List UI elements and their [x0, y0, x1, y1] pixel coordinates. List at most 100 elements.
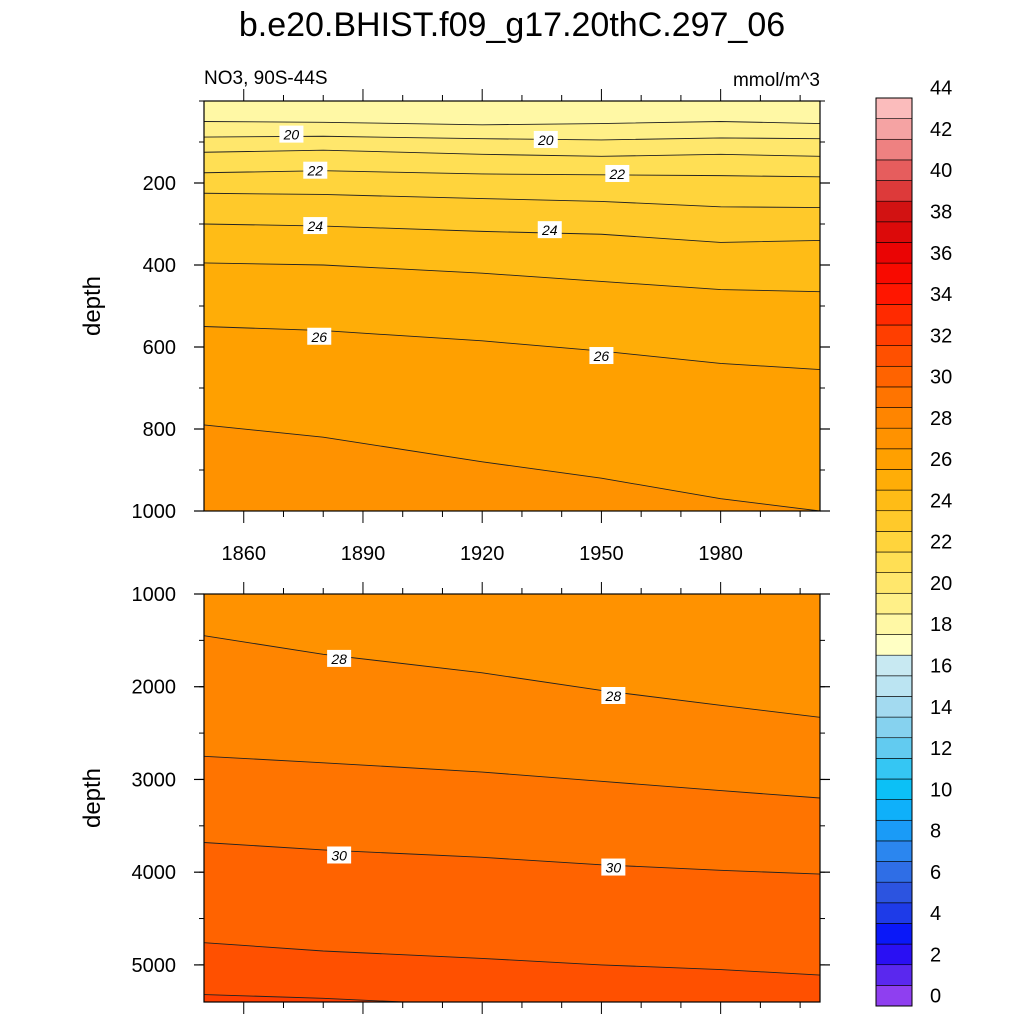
- variable-region-label: NO3, 90S-44S: [204, 68, 328, 89]
- svg-text:30: 30: [606, 860, 622, 876]
- colorbar-swatch: [875, 262, 913, 285]
- colorbar-swatch: [875, 861, 913, 883]
- colorbar-label: 20: [930, 573, 952, 595]
- contour-label: 30: [327, 846, 352, 864]
- y-tick-label: 1000: [132, 501, 177, 523]
- y-axis-label: depth: [79, 276, 106, 336]
- svg-text:26: 26: [593, 348, 610, 364]
- colorbar-swatch: [875, 737, 913, 759]
- colorbar-swatch: [875, 304, 913, 326]
- colorbar-label: 28: [930, 408, 952, 430]
- y-tick-label: 5000: [132, 955, 177, 977]
- y-tick-label: 800: [143, 419, 176, 441]
- colorbar-swatch: [875, 510, 913, 532]
- colorbar-label: 18: [930, 614, 952, 636]
- colorbar-swatch: [875, 696, 913, 718]
- contour-line: [204, 121, 820, 126]
- colorbar-label: 30: [930, 367, 952, 389]
- colorbar-label: 22: [930, 532, 952, 554]
- contour-line: [204, 842, 820, 875]
- contour-label: 22: [605, 164, 630, 182]
- colorbar-swatch: [875, 242, 913, 264]
- y-tick-label: 3000: [132, 769, 177, 791]
- colorbar-swatch: [875, 819, 913, 842]
- units-label: mmol/m^3: [733, 70, 820, 91]
- colorbar-swatch: [875, 985, 913, 1007]
- contour-label: 24: [537, 221, 562, 239]
- colorbar-swatch: [875, 448, 913, 470]
- contour-label: 24: [303, 217, 328, 235]
- contour-line: [204, 942, 820, 976]
- colorbar-label: 34: [930, 284, 952, 306]
- contour-label: 28: [601, 687, 626, 704]
- colorbar-frame: [875, 97, 913, 1007]
- y-tick-label: 2000: [132, 677, 177, 699]
- x-tick-label: 1860: [221, 543, 266, 565]
- colorbar-label: 26: [930, 449, 952, 471]
- upper-contour-panel: 20 20 22 22 24 24 26 26 200 400 600 800 1000 1860 1890…: [79, 89, 830, 565]
- colorbar-swatch: [875, 180, 913, 202]
- colorbar-swatch: [875, 427, 913, 450]
- colorbar-label: 44: [930, 78, 952, 100]
- svg-text:28: 28: [605, 688, 622, 704]
- colorbar-swatch: [875, 221, 913, 243]
- contour-label: 22: [303, 161, 328, 179]
- colorbar-label: 10: [930, 779, 952, 801]
- colorbar-swatch: [875, 138, 913, 161]
- svg-text:20: 20: [283, 127, 300, 143]
- colorbar-swatch: [875, 97, 913, 119]
- svg-text:28: 28: [330, 651, 347, 667]
- colorbar-swatch: [875, 654, 913, 677]
- contour-label: 30: [601, 858, 626, 876]
- colorbar-swatch: [875, 799, 913, 821]
- colorbar-swatch: [875, 778, 913, 800]
- colorbar-swatch: [875, 200, 913, 223]
- y-tick-label: 1000: [132, 584, 177, 606]
- colorbar-label: 8: [930, 821, 941, 843]
- colorbar-swatch: [875, 551, 913, 573]
- colorbar-swatch: [875, 469, 913, 491]
- plot-frame: [203, 593, 821, 1003]
- y-axis-label: depth: [79, 768, 106, 828]
- svg-text:22: 22: [609, 166, 626, 182]
- contour-line: [204, 755, 820, 799]
- contour-label: 28: [327, 649, 352, 667]
- x-tick-label: 1950: [579, 543, 624, 565]
- colorbar-swatch: [875, 345, 913, 367]
- svg-text:20: 20: [537, 132, 554, 148]
- svg-text:30: 30: [331, 847, 347, 863]
- contour-line: [204, 424, 820, 511]
- colorbar-swatch: [875, 634, 913, 656]
- colorbar-label: 2: [930, 944, 941, 966]
- colorbar-swatch: [875, 613, 913, 635]
- contour-band: [204, 942, 820, 1002]
- contour-label: 26: [589, 347, 614, 365]
- x-tick-label: 1890: [341, 543, 386, 565]
- colorbar-label: 6: [930, 862, 941, 884]
- colorbar-swatch: [875, 902, 913, 924]
- contour-label: 20: [533, 130, 558, 148]
- contour-line: [204, 262, 820, 293]
- colorbar-swatch: [875, 675, 913, 697]
- colorbar-swatch: [875, 159, 913, 181]
- svg-text:22: 22: [306, 163, 323, 179]
- colorbar-label: 40: [930, 160, 952, 182]
- colorbar: 0246810121416182022242628303234363840424…: [875, 78, 952, 1008]
- y-tick-label: 200: [143, 173, 176, 195]
- colorbar-label: 0: [930, 986, 941, 1008]
- colorbar-swatch: [875, 489, 913, 512]
- svg-text:26: 26: [310, 329, 327, 345]
- svg-text:24: 24: [541, 222, 558, 238]
- contour-line: [204, 149, 820, 157]
- x-tick-label: 1920: [460, 543, 505, 565]
- colorbar-swatch: [875, 386, 913, 408]
- contour-label: 26: [307, 327, 332, 345]
- colorbar-swatch: [875, 964, 913, 986]
- y-tick-label: 4000: [132, 862, 177, 884]
- colorbar-swatch: [875, 283, 913, 305]
- colorbar-label: 36: [930, 243, 952, 265]
- colorbar-label: 38: [930, 202, 952, 224]
- colorbar-swatch: [875, 572, 913, 594]
- colorbar-swatch: [875, 118, 913, 140]
